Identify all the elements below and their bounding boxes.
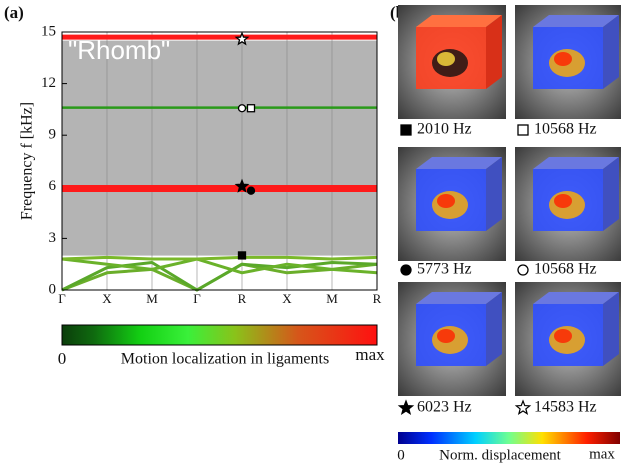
mode-block: [603, 157, 619, 231]
mode-block: [603, 15, 619, 89]
mode-hotspot: [554, 52, 572, 66]
mode-caption: 5773 Hz: [417, 261, 472, 278]
mode-block: [533, 292, 619, 304]
colorbar-label: Motion localization in ligaments: [121, 351, 329, 368]
colorbar-max: max: [589, 446, 615, 462]
mode-caption: 14583 Hz: [534, 399, 597, 416]
y-tick-label: 3: [49, 230, 57, 246]
mode-hotspot: [437, 52, 455, 66]
band-line: [61, 255, 378, 261]
mode-block: [486, 15, 502, 89]
mode-block: [533, 157, 619, 169]
mode-caption: 10568 Hz: [534, 121, 597, 138]
y-tick-label: 6: [49, 178, 57, 194]
mode-hotspot: [437, 194, 455, 208]
y-tick-label: 12: [41, 75, 56, 91]
x-tick-label: Γ: [193, 291, 201, 306]
band-line: [61, 257, 378, 275]
caption-symbol: [517, 124, 529, 136]
mode-caption: 10568 Hz: [534, 261, 597, 278]
y-axis-label: Frequency f [kHz]: [19, 102, 36, 220]
panel-label: (a): [4, 3, 24, 22]
marker: [237, 104, 247, 113]
mode-block: [533, 15, 619, 27]
mode-caption: 6023 Hz: [417, 399, 472, 416]
caption-symbol: [397, 399, 415, 416]
mode-hotspot: [554, 194, 572, 208]
annotation: "Rhomb": [68, 35, 170, 65]
caption-symbol: [514, 399, 532, 416]
y-tick-label: 0: [49, 281, 57, 297]
x-tick-label: M: [146, 291, 158, 306]
colorbar-label: Norm. displacement: [439, 447, 561, 463]
mode-block: [486, 157, 502, 231]
x-tick-label: R: [373, 291, 382, 306]
marker: [234, 31, 250, 46]
plot-frame: [61, 31, 378, 291]
x-tick-label: Γ: [58, 291, 66, 306]
mode-caption: 2010 Hz: [417, 121, 472, 138]
marker: [246, 104, 256, 113]
x-tick-label: X: [102, 291, 112, 306]
y-tick-label: 9: [49, 127, 57, 143]
colorbar-min: 0: [397, 447, 405, 463]
caption-symbol: [517, 264, 529, 276]
caption-symbol: [400, 264, 412, 276]
mode-hotspot: [437, 329, 455, 343]
x-tick-label: R: [238, 291, 247, 306]
marker: [234, 178, 250, 193]
y-tick-label: 15: [41, 23, 56, 39]
mode-hotspot: [554, 329, 572, 343]
caption-symbol: [400, 124, 412, 136]
x-tick-label: M: [326, 291, 338, 306]
x-tick-label: X: [282, 291, 292, 306]
marker: [246, 186, 256, 195]
mode-block: [603, 292, 619, 366]
marker: [237, 251, 247, 260]
mode-block: [416, 15, 502, 27]
mode-block: [416, 292, 502, 304]
mode-block: [486, 292, 502, 366]
band-line: [61, 260, 378, 292]
colorbar-min: 0: [58, 349, 67, 368]
mode-block: [416, 157, 502, 169]
colorbar: [61, 324, 378, 346]
colorbar: [398, 432, 620, 444]
colorbar-max: max: [355, 345, 385, 364]
band-gap: [62, 40, 377, 256]
